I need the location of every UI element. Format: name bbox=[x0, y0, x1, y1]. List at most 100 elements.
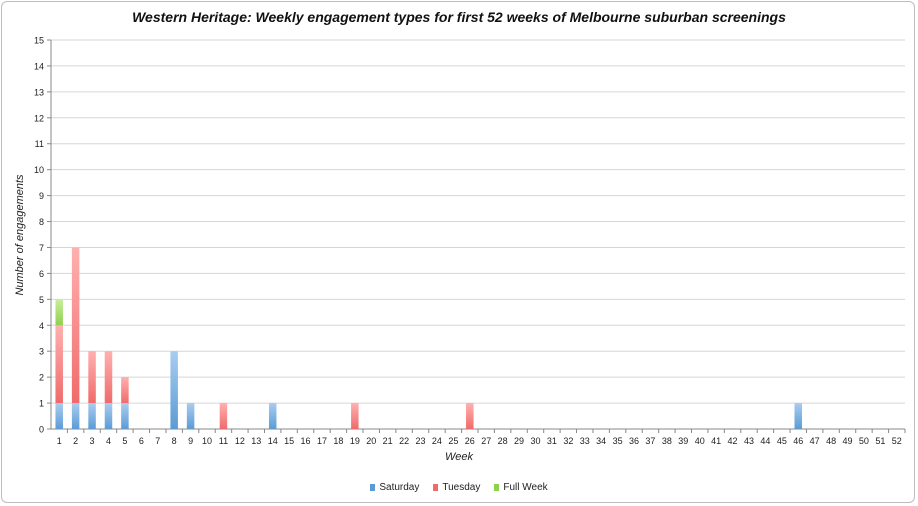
legend-item-full-week: Full Week bbox=[494, 482, 548, 493]
x-tick-label: 14 bbox=[268, 436, 278, 446]
x-tick-label: 6 bbox=[139, 436, 144, 446]
y-tick-label: 12 bbox=[34, 113, 44, 123]
x-tick-label: 52 bbox=[892, 436, 902, 446]
y-tick-label: 0 bbox=[39, 425, 44, 435]
x-tick-label: 13 bbox=[251, 436, 261, 446]
x-tick-label: 44 bbox=[760, 436, 770, 446]
bar-full-week-week-1 bbox=[55, 299, 63, 326]
x-tick-label: 27 bbox=[481, 436, 491, 446]
x-tick-label: 24 bbox=[432, 436, 442, 446]
x-tick-label: 22 bbox=[399, 436, 409, 446]
x-tick-label: 30 bbox=[530, 436, 540, 446]
x-tick-label: 1 bbox=[57, 436, 62, 446]
bar-saturday-week-9 bbox=[186, 403, 195, 429]
x-tick-label: 35 bbox=[613, 436, 623, 446]
legend-label-saturday: Saturday bbox=[379, 482, 420, 493]
x-tick-label: 42 bbox=[728, 436, 738, 446]
legend-label-full-week: Full Week bbox=[503, 482, 548, 493]
bar-saturday-week-46 bbox=[794, 403, 802, 429]
x-tick-label: 34 bbox=[596, 436, 606, 446]
x-tick-label: 11 bbox=[219, 436, 228, 446]
x-tick-label: 47 bbox=[810, 436, 820, 446]
x-tick-label: 18 bbox=[333, 436, 343, 446]
x-tick-label: 23 bbox=[416, 436, 426, 446]
x-tick-label: 41 bbox=[711, 436, 721, 446]
x-tick-label: 20 bbox=[366, 436, 376, 446]
x-tick-label: 19 bbox=[350, 436, 360, 446]
bar-tuesday-week-26 bbox=[466, 403, 474, 429]
x-tick-label: 26 bbox=[465, 436, 475, 446]
chart-title: Western Heritage: Weekly engagement type… bbox=[132, 9, 786, 25]
x-tick-label: 21 bbox=[383, 436, 393, 446]
x-tick-label: 12 bbox=[235, 436, 245, 446]
bar-tuesday-week-1 bbox=[55, 325, 63, 404]
bar-saturday-week-8 bbox=[170, 351, 178, 429]
x-tick-label: 29 bbox=[514, 436, 524, 446]
x-tick-label: 3 bbox=[90, 436, 95, 446]
y-tick-label: 9 bbox=[39, 191, 44, 201]
x-tick-label: 8 bbox=[172, 436, 177, 446]
x-tick-label: 33 bbox=[580, 436, 590, 446]
x-tick-label: 40 bbox=[695, 436, 705, 446]
x-tick-label: 17 bbox=[317, 436, 327, 446]
bar-saturday-week-2 bbox=[71, 403, 80, 429]
x-tick-label: 48 bbox=[826, 436, 836, 446]
y-tick-label: 3 bbox=[39, 347, 44, 357]
y-tick-label: 6 bbox=[39, 269, 44, 279]
x-tick-label: 32 bbox=[563, 436, 573, 446]
x-tick-label: 28 bbox=[498, 436, 508, 446]
bar-tuesday-week-3 bbox=[88, 351, 96, 404]
bar-saturday-week-14 bbox=[268, 403, 277, 429]
x-tick-label: 4 bbox=[106, 436, 111, 446]
y-tick-label: 7 bbox=[39, 243, 44, 253]
x-tick-label: 49 bbox=[843, 436, 853, 446]
x-axis-label: Week bbox=[445, 451, 473, 463]
x-tick-label: 10 bbox=[202, 436, 212, 446]
x-tick-label: 9 bbox=[188, 436, 193, 446]
bar-saturday-week-4 bbox=[104, 403, 113, 429]
x-tick-label: 45 bbox=[777, 436, 787, 446]
bar-saturday-week-3 bbox=[88, 403, 96, 429]
y-tick-label: 5 bbox=[39, 295, 44, 305]
x-tick-label: 5 bbox=[122, 436, 127, 446]
x-tick-label: 36 bbox=[629, 436, 639, 446]
x-tick-label: 16 bbox=[301, 436, 311, 446]
x-tick-label: 7 bbox=[155, 436, 160, 446]
y-tick-label: 15 bbox=[34, 36, 44, 46]
y-tick-label: 1 bbox=[39, 399, 44, 409]
x-tick-label: 50 bbox=[859, 436, 869, 446]
x-tick-label: 39 bbox=[678, 436, 688, 446]
legend-swatch-tuesday bbox=[433, 484, 439, 491]
x-tick-label: 25 bbox=[448, 436, 458, 446]
legend-item-tuesday: Tuesday bbox=[433, 482, 480, 493]
legend-label-tuesday: Tuesday bbox=[442, 482, 481, 493]
y-tick-label: 11 bbox=[35, 139, 44, 149]
x-tick-label: 2 bbox=[73, 436, 78, 446]
legend-swatch-saturday bbox=[370, 484, 376, 491]
x-tick-label: 37 bbox=[645, 436, 655, 446]
bar-tuesday-week-4 bbox=[104, 351, 113, 404]
x-tick-label: 31 bbox=[547, 436, 557, 446]
y-tick-label: 14 bbox=[34, 61, 44, 71]
bar-tuesday-week-5 bbox=[121, 377, 129, 404]
x-tick-label: 43 bbox=[744, 436, 754, 446]
x-tick-label: 38 bbox=[662, 436, 672, 446]
bar-tuesday-week-11 bbox=[219, 403, 228, 429]
y-tick-label: 13 bbox=[34, 87, 44, 97]
y-tick-label: 4 bbox=[39, 321, 44, 331]
bar-tuesday-week-2 bbox=[71, 247, 80, 404]
x-tick-label: 51 bbox=[875, 436, 885, 446]
y-tick-label: 8 bbox=[39, 217, 44, 227]
legend-item-saturday: Saturday bbox=[370, 482, 419, 493]
bar-saturday-week-5 bbox=[121, 403, 129, 429]
x-tick-label: 46 bbox=[793, 436, 803, 446]
legend-swatch-full-week bbox=[494, 484, 500, 491]
bar-tuesday-week-19 bbox=[351, 403, 359, 429]
y-tick-label: 2 bbox=[39, 373, 44, 383]
x-tick-label: 15 bbox=[284, 436, 294, 446]
legend: Saturday Tuesday Full Week bbox=[0, 482, 918, 493]
y-tick-label: 10 bbox=[34, 165, 44, 175]
bar-saturday-week-1 bbox=[55, 403, 63, 429]
